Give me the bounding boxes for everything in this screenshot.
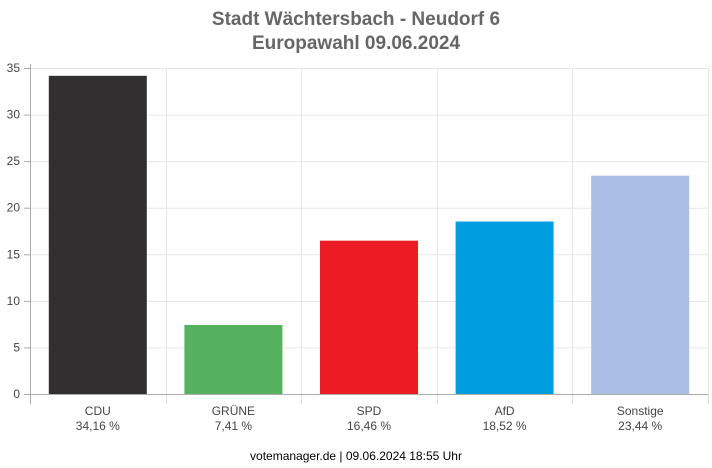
- x-category-label: Sonstige: [617, 404, 664, 418]
- y-tick-label: 25: [7, 154, 21, 168]
- x-value-label: 16,46 %: [347, 419, 391, 433]
- y-tick-label: 30: [7, 108, 21, 122]
- x-category-label: CDU: [85, 404, 111, 418]
- bar-sonstige: [591, 175, 690, 394]
- x-value-label: 18,52 %: [483, 419, 527, 433]
- bar-cdu: [48, 75, 147, 394]
- y-tick-label: 20: [7, 201, 21, 215]
- x-value-label: 23,44 %: [618, 419, 662, 433]
- x-category-label: GRÜNE: [212, 404, 255, 418]
- y-tick-label: 0: [13, 387, 20, 401]
- chart-title-line2: Europawahl 09.06.2024: [251, 33, 461, 54]
- y-tick-label: 5: [13, 340, 20, 354]
- bar-afd: [455, 221, 554, 394]
- chart-title-line1: Stadt Wächtersbach - Neudorf 6: [211, 9, 501, 30]
- x-value-label: 34,16 %: [76, 419, 120, 433]
- y-tick-label: 10: [7, 294, 21, 308]
- x-category-label: SPD: [357, 404, 382, 418]
- bar-grüne: [184, 324, 283, 394]
- bar-spd: [320, 240, 418, 394]
- x-category-label: AfD: [495, 404, 515, 418]
- y-tick-label: 35: [7, 61, 21, 75]
- y-tick-label: 15: [7, 247, 21, 261]
- chart-footer: votemanager.de | 09.06.2024 18:55 Uhr: [250, 449, 462, 463]
- x-value-label: 7,41 %: [215, 419, 253, 433]
